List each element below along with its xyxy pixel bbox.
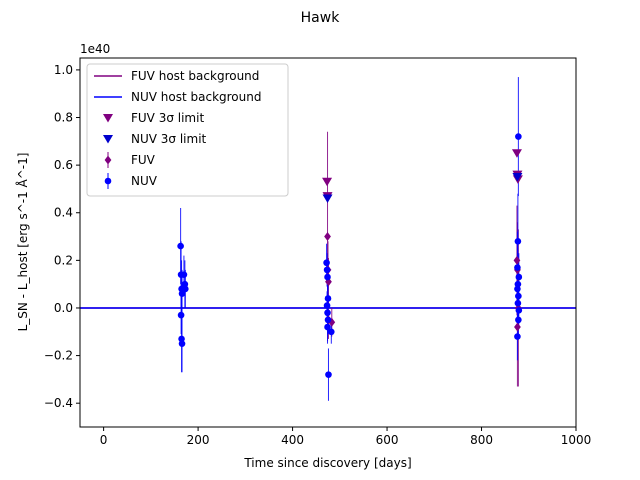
y-tick-label: 1.0	[54, 63, 73, 77]
nuv-point	[514, 264, 521, 271]
fuv-point	[324, 232, 331, 242]
legend-fuv-swatch	[104, 155, 112, 165]
nuv-3-limit-marker	[322, 194, 333, 203]
x-axis-ticks: 0 200 400 600 800 1000	[100, 427, 591, 447]
x-tick-label: 200	[187, 433, 210, 447]
nuv-point	[178, 290, 186, 297]
data-markers	[177, 133, 523, 378]
legend-nuv-label: NUV	[131, 174, 158, 188]
nuv-point	[514, 285, 521, 293]
legend-nuv-host-background-label: NUV host background	[131, 90, 261, 104]
nuv-point	[177, 311, 185, 319]
x-axis-label: Time since discovery [days]	[243, 456, 411, 470]
legend-nuv-swatch	[104, 177, 112, 185]
nuv-point	[178, 335, 185, 343]
y-axis-label: L_SN - L_host [erg s^-1 Å^-1]	[15, 153, 30, 332]
nuv-point	[178, 340, 186, 347]
nuv-point	[515, 292, 522, 300]
fuv-3-limit-marker	[322, 177, 333, 187]
y-tick-label: 0.4	[54, 206, 73, 220]
nuv-point	[514, 280, 522, 288]
y-tick-label: 0.6	[54, 158, 73, 172]
fuv-point	[514, 322, 521, 332]
y-tick-label: 0.0	[54, 301, 73, 315]
nuv-point	[324, 295, 332, 302]
nuv-point	[182, 285, 189, 293]
nuv-point	[323, 266, 331, 274]
legend-fuv-3-limit-label: FUV 3σ limit	[131, 111, 204, 125]
nuv-point	[514, 299, 522, 307]
x-tick-label: 600	[376, 433, 399, 447]
x-tick-label: 400	[281, 433, 304, 447]
x-tick-label: 800	[470, 433, 493, 447]
legend: FUV host background NUV host background FU…	[86, 63, 289, 197]
nuv-point	[323, 259, 330, 267]
legend-fuv-host-background-label: FUV host background	[131, 69, 259, 83]
nuv-point	[324, 316, 332, 324]
legend-fuv-3-limit-swatch	[103, 114, 113, 123]
legend-fuv-label: FUV	[131, 153, 156, 167]
nuv-point	[515, 133, 522, 140]
y-axis-ticks: −0.4 −0.2 0.0 0.2 0.4 0.6 0.8 1.0	[44, 63, 80, 410]
x-tick-label: 0	[100, 433, 108, 447]
y-tick-label: −0.4	[44, 396, 73, 410]
y-offset-label: 1e40	[80, 42, 110, 56]
nuv-point	[515, 273, 523, 281]
plot-border	[79, 57, 577, 428]
nuv-3-limit-marker	[512, 173, 523, 182]
chart-title: Hawk	[301, 10, 341, 26]
legend-nuv-3-limit-label: NUV 3σ limit	[131, 132, 207, 146]
nuv-point	[324, 309, 331, 317]
nuv-point	[177, 242, 184, 250]
fuv-point	[513, 255, 521, 265]
nuv-point	[323, 302, 331, 309]
nuv-point	[324, 323, 331, 331]
legend-nuv-3-limit-swatch	[103, 135, 113, 144]
y-tick-label: 0.8	[54, 111, 73, 125]
nuv-point	[328, 328, 335, 336]
nuv-point	[514, 238, 522, 245]
x-tick-label: 1000	[561, 433, 592, 447]
fuv-3-limit-marker	[511, 149, 522, 158]
nuv-point	[325, 371, 332, 378]
nuv-point	[180, 271, 188, 278]
y-tick-label: 0.2	[54, 253, 73, 267]
nuv-point	[515, 316, 522, 324]
y-tick-label: −0.2	[44, 349, 73, 363]
nuv-point	[181, 280, 189, 288]
legend-box	[86, 63, 289, 197]
nuv-point	[514, 333, 521, 340]
nuv-point	[515, 307, 523, 314]
nuv-point	[324, 273, 331, 281]
